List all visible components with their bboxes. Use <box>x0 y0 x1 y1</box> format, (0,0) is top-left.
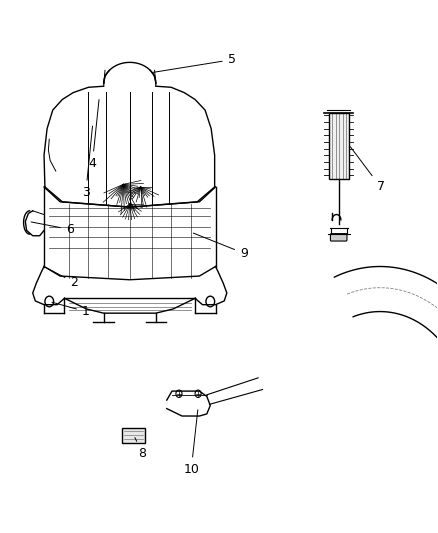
Text: 4: 4 <box>88 100 99 169</box>
Text: 7: 7 <box>350 147 385 193</box>
FancyBboxPatch shape <box>330 233 347 241</box>
Text: 8: 8 <box>135 438 146 459</box>
Text: 5: 5 <box>152 53 236 72</box>
Text: 6: 6 <box>31 222 74 236</box>
Text: 10: 10 <box>184 410 199 475</box>
Text: 9: 9 <box>193 233 248 260</box>
Text: 1: 1 <box>52 302 90 318</box>
Bar <box>122 427 145 442</box>
Bar <box>328 113 349 179</box>
Text: 3: 3 <box>82 126 92 199</box>
Text: 2: 2 <box>46 268 78 289</box>
